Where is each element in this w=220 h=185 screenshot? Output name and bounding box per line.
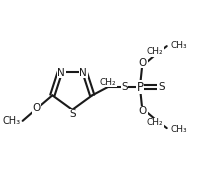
Text: P: P [136,81,143,94]
Text: N: N [79,68,87,78]
Text: N: N [57,68,65,78]
Text: CH₂: CH₂ [100,78,117,87]
Text: CH₃: CH₃ [171,41,187,50]
Text: O: O [32,103,40,113]
Text: CH₃: CH₃ [171,125,187,134]
Text: S: S [70,109,76,119]
Text: O: O [139,106,147,116]
Text: CH₃: CH₃ [2,116,20,126]
Text: S: S [158,82,165,92]
Text: S: S [121,82,128,92]
Text: CH₂: CH₂ [147,118,163,127]
Text: CH₂: CH₂ [147,47,163,56]
Text: O: O [139,58,147,68]
